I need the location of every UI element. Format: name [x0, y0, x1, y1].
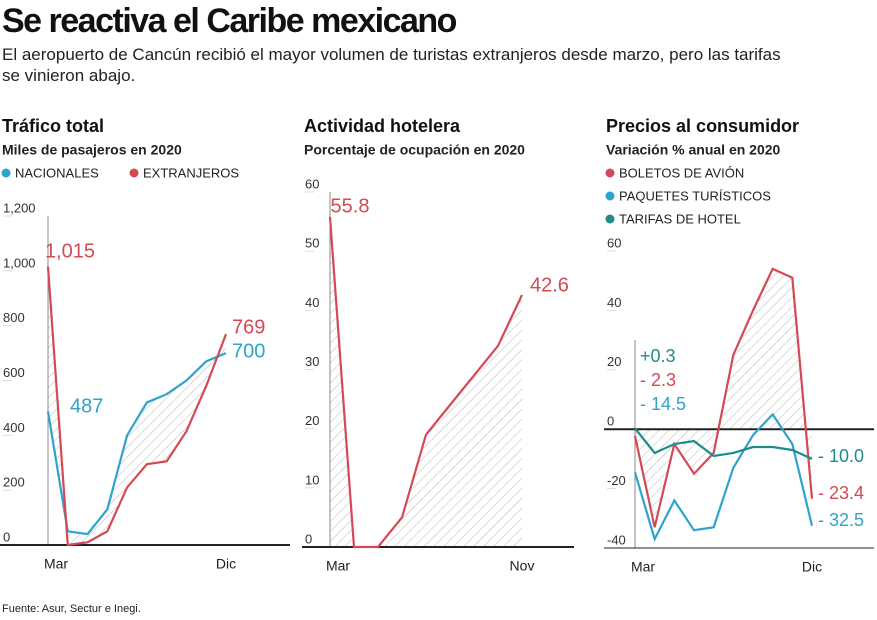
- y-tick-label: 200: [3, 475, 25, 490]
- x-tick-label: Dic: [802, 559, 822, 575]
- x-tick-label: Mar: [326, 558, 350, 574]
- y-tick-label: 20: [305, 413, 319, 428]
- series-line: [633, 267, 814, 528]
- legend-marker: [605, 191, 615, 201]
- data-label: 769: [232, 316, 265, 338]
- series-line: [46, 352, 227, 536]
- hatch-area: [635, 268, 812, 528]
- series-line: [46, 266, 228, 547]
- y-tick-label: -40: [607, 532, 626, 547]
- chart-title: Precios al consumidor: [606, 116, 799, 136]
- chart-title: Tráfico total: [2, 116, 104, 136]
- chart-title: Actividad hotelera: [304, 116, 461, 136]
- data-label: - 32.5: [818, 510, 864, 530]
- data-label: 1,015: [45, 240, 95, 262]
- x-tick-label: Nov: [510, 558, 535, 574]
- y-tick-label: 1,000: [3, 255, 36, 270]
- data-label: 55.8: [331, 195, 370, 217]
- legend-label: PAQUETES TURÍSTICOS: [619, 188, 771, 203]
- y-tick-label: 60: [607, 235, 621, 250]
- chart-subtitle: Porcentaje de ocupación en 2020: [304, 142, 525, 158]
- y-tick-label: 40: [607, 295, 621, 310]
- legend-label: TARIFAS DE HOTEL: [619, 211, 741, 226]
- source: Fuente: Asur, Sectur e Inegi.: [2, 603, 141, 615]
- x-tick-label: Mar: [44, 556, 68, 572]
- y-tick-label: 10: [305, 472, 319, 487]
- legend-marker: [605, 168, 615, 178]
- series-line: [634, 427, 813, 460]
- legend-label: NACIONALES: [15, 165, 99, 180]
- y-tick-label: 0: [305, 531, 312, 546]
- series-line: [328, 216, 523, 549]
- y-tick-label: 800: [3, 310, 25, 325]
- data-label: 42.6: [530, 274, 569, 296]
- y-tick-label: -20: [607, 473, 626, 488]
- y-tick-label: 0: [607, 414, 614, 429]
- x-tick-label: Dic: [216, 556, 236, 572]
- chart-subtitle: Variación % anual en 2020: [606, 142, 781, 158]
- data-label: - 14.5: [640, 394, 686, 414]
- y-tick-label: 0: [3, 529, 10, 544]
- title: Se reactiva el Caribe mexicano: [2, 2, 457, 40]
- legend-label: EXTRANJEROS: [143, 165, 239, 180]
- y-tick-label: 50: [305, 236, 319, 251]
- data-label: 487: [70, 395, 103, 417]
- data-label: - 10.0: [818, 446, 864, 466]
- x-tick-label: Mar: [631, 559, 655, 575]
- legend-marker: [1, 168, 11, 178]
- legend-marker: [129, 168, 139, 178]
- hatch-area: [48, 266, 226, 545]
- chart-subtitle: Miles de pasajeros en 2020: [2, 142, 182, 158]
- legend-marker: [605, 214, 615, 224]
- y-tick-label: 600: [3, 365, 25, 380]
- data-label: 700: [232, 340, 265, 362]
- y-tick-label: 60: [305, 176, 319, 191]
- data-label: - 2.3: [640, 370, 676, 390]
- y-tick-label: 400: [3, 420, 25, 435]
- y-tick-label: 20: [607, 354, 621, 369]
- y-tick-label: 40: [305, 295, 319, 310]
- y-tick-label: 1,200: [3, 200, 36, 215]
- series-line: [633, 412, 814, 543]
- data-label: +0.3: [640, 346, 676, 366]
- y-tick-label: 30: [305, 354, 319, 369]
- legend-label: BOLETOS DE AVIÓN: [619, 165, 744, 180]
- subtitle: El aeropuerto de Cancún recibió el mayor…: [2, 45, 781, 85]
- data-label: - 23.4: [818, 483, 864, 503]
- hatch-area: [330, 216, 522, 547]
